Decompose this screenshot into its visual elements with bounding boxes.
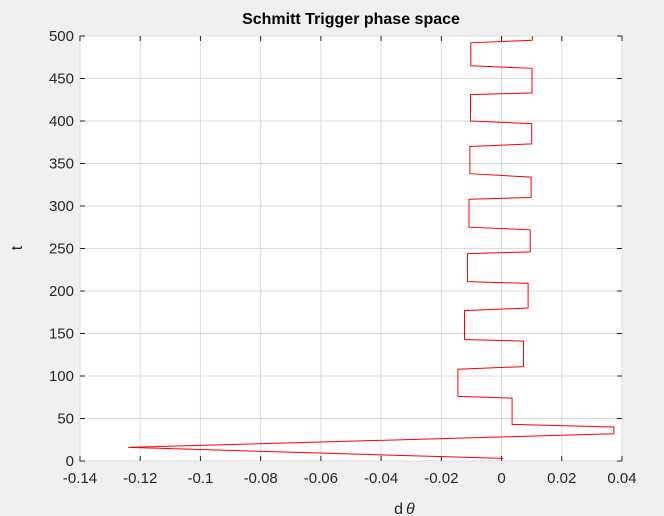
y-tick-label: 300 [49,198,74,215]
y-tick-label: 450 [49,71,74,88]
data-lines [128,36,615,459]
x-axis-label: d [394,501,403,516]
y-tick-label: 50 [57,411,74,428]
x-tick-label: 0 [497,470,505,487]
y-axis-label: t [9,245,26,250]
x-tick-label: 0.04 [607,470,636,487]
y-tick-label: 500 [49,28,74,45]
x-tick-label: -0.02 [424,470,458,487]
y-tick-label: 250 [49,241,74,258]
x-tick-label: -0.14 [63,470,97,487]
x-tick-label: -0.1 [188,470,214,487]
chart-title: Schmitt Trigger phase space [242,11,460,28]
x-tick-label: -0.08 [244,470,278,487]
y-tick-label: 150 [49,326,74,343]
y-tick-label: 350 [49,156,74,173]
y-tick-label: 100 [49,368,74,385]
x-axis-label-symbol: θ [406,501,415,516]
ticks: -0.14 -0.12 -0.1 -0.08 -0.06 -0.04 -0.02 0 0.02 0… [49,28,637,487]
x-tick-label: -0.04 [364,470,398,487]
x-tick-label: 0.02 [547,470,576,487]
x-tick-label: -0.12 [123,470,157,487]
y-tick-label: 200 [49,283,74,300]
phase-trajectory-line [128,36,615,459]
y-tick-label: 400 [49,113,74,130]
y-tick-label: 0 [66,453,74,470]
x-tick-label: -0.06 [304,470,338,487]
